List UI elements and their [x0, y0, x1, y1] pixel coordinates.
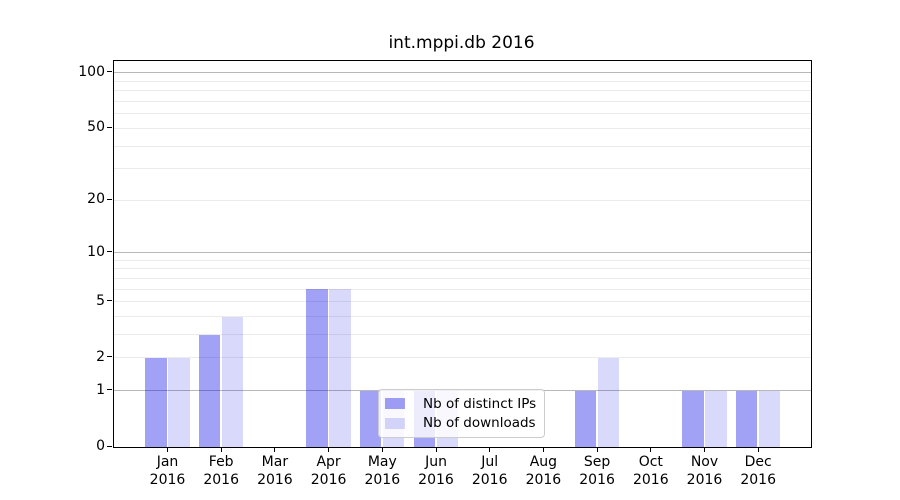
y-tick-label: 100 — [78, 63, 105, 80]
y-tick-label: 20 — [87, 191, 105, 208]
x-tick-label-aug: Aug 2016 — [525, 454, 562, 488]
x-tick-mark — [381, 447, 383, 452]
bar-distinct-ips-apr — [306, 289, 328, 447]
x-tick-label-nov: Nov 2016 — [686, 454, 723, 488]
x-tick-label-mar: Mar 2016 — [257, 454, 293, 488]
legend-item-distinct-ips: Nb of distinct IPs — [385, 394, 538, 413]
bar-downloads-dec — [758, 390, 781, 447]
x-tick-label-sep: Sep 2016 — [579, 454, 615, 488]
x-tick-mark — [650, 447, 652, 452]
gridline-minor — [114, 199, 811, 201]
y-tick-mark — [107, 71, 112, 73]
y-tick-mark — [107, 126, 112, 128]
gridline-minor — [114, 80, 811, 82]
gridline-minor — [114, 334, 811, 336]
x-tick-mark — [274, 447, 276, 452]
x-tick-label-may: May 2016 — [364, 454, 401, 488]
plot-area — [113, 60, 812, 448]
x-tick-label-feb: Feb 2016 — [203, 454, 239, 488]
chart-title: int.mppi.db 2016 — [388, 33, 535, 53]
gridline-minor — [114, 113, 811, 115]
gridline-decade — [114, 72, 811, 74]
y-tick-label: 1 — [96, 381, 105, 398]
gridline-minor — [114, 168, 811, 170]
x-tick-label-apr: Apr 2016 — [310, 454, 347, 488]
gridline-minor — [114, 101, 811, 103]
y-tick-label: 2 — [96, 348, 105, 365]
y-tick-mark — [107, 300, 112, 302]
y-tick-label: 10 — [87, 243, 105, 260]
legend-swatch-downloads-icon — [385, 417, 405, 429]
x-tick-mark — [167, 447, 168, 452]
gridline-decade — [114, 252, 811, 254]
x-tick-label-jun: Jun 2016 — [418, 454, 454, 488]
x-tick-mark — [542, 447, 544, 452]
bar-downloads-nov — [705, 390, 727, 447]
x-tick-label-jan: Jan 2016 — [149, 454, 186, 488]
bar-distinct-ips-jan — [145, 357, 167, 447]
y-tick-mark — [107, 198, 112, 200]
bar-distinct-ips-sep — [574, 390, 597, 447]
y-tick-label: 50 — [87, 119, 105, 136]
y-tick-label: 5 — [96, 292, 105, 309]
x-tick-label-jul: Jul 2016 — [471, 454, 508, 488]
y-tick-mark — [107, 389, 112, 391]
gridline-minor — [114, 90, 811, 92]
x-tick-mark — [328, 447, 330, 452]
gridline-minor — [114, 301, 811, 303]
bar-downloads-feb — [221, 316, 244, 447]
legend-item-downloads: Nb of downloads — [385, 414, 538, 433]
bar-distinct-ips-may — [359, 390, 382, 447]
x-tick-label-dec: Dec 2016 — [740, 454, 776, 488]
y-tick-mark — [107, 445, 112, 447]
legend-label-downloads: Nb of downloads — [423, 415, 536, 432]
x-tick-mark — [596, 447, 598, 452]
x-tick-label-oct: Oct 2016 — [632, 454, 669, 488]
gridline-minor — [114, 259, 811, 261]
gridline-minor — [114, 145, 811, 147]
y-tick-mark — [107, 251, 112, 253]
bar-downloads-apr — [329, 289, 351, 447]
gridline-minor — [114, 357, 811, 359]
bar-downloads-sep — [597, 357, 620, 447]
gridline-minor — [114, 316, 811, 318]
x-tick-mark — [435, 447, 437, 452]
x-tick-mark — [220, 447, 222, 452]
bar-distinct-ips-nov — [682, 390, 704, 447]
gridline-minor — [114, 127, 811, 129]
y-tick-label: 0 — [96, 438, 105, 454]
bar-distinct-ips-dec — [735, 390, 758, 447]
legend-swatch-distinct-ips-icon — [385, 398, 405, 410]
bar-downloads-jan — [168, 357, 190, 447]
y-tick-mark — [107, 356, 112, 358]
legend: Nb of distinct IPs Nb of downloads — [378, 389, 545, 438]
x-tick-mark — [757, 447, 759, 452]
bar-distinct-ips-feb — [198, 334, 221, 447]
x-tick-mark — [489, 447, 491, 452]
legend-label-distinct-ips: Nb of distinct IPs — [423, 395, 537, 412]
x-tick-mark — [704, 447, 705, 452]
gridline-minor — [114, 277, 811, 279]
gridline-minor — [114, 288, 811, 290]
gridline-minor — [114, 268, 811, 270]
